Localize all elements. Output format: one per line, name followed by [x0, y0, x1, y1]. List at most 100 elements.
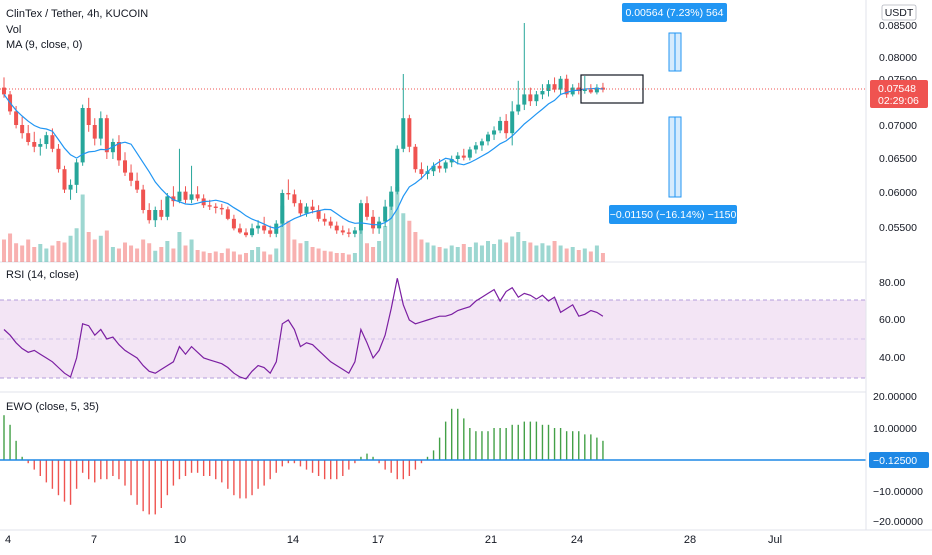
- measure-box[interactable]: [580, 74, 644, 104]
- volume-bar: [322, 250, 327, 262]
- volume-bar: [50, 245, 55, 262]
- volume-bar: [2, 239, 6, 262]
- volume-bar: [582, 248, 587, 262]
- volume-bar: [304, 241, 309, 262]
- candle: [504, 114, 509, 139]
- candle: [292, 189, 297, 207]
- rsi-pane[interactable]: RSI (14, close): [0, 269, 866, 393]
- ewo-current-value: −0.12500: [873, 455, 917, 467]
- volume-bar: [26, 239, 31, 262]
- price-tick-top: 0.08500: [879, 20, 917, 32]
- current-price: 0.07548: [878, 83, 916, 95]
- volume-bar: [401, 213, 406, 262]
- candle: [395, 145, 400, 195]
- time-tick: 4: [5, 534, 11, 546]
- candle: [177, 148, 182, 204]
- measure-up-label-bg: [622, 3, 727, 22]
- candle: [473, 142, 478, 154]
- volume-bar: [14, 243, 19, 262]
- candle: [171, 186, 176, 207]
- volume-bar: [419, 239, 424, 262]
- candle: [123, 152, 127, 176]
- volume-bar: [540, 243, 545, 262]
- volume-bars: [2, 187, 605, 262]
- candle: [153, 206, 158, 227]
- volume-bar: [68, 235, 73, 262]
- candle: [26, 125, 31, 146]
- candle: [116, 135, 121, 166]
- volume-bar: [32, 247, 37, 262]
- candle: [92, 118, 97, 146]
- volume-bar: [141, 239, 146, 262]
- volume-bar: [225, 248, 230, 262]
- candle: [510, 101, 515, 146]
- volume-bar: [129, 245, 134, 262]
- volume-bar: [510, 236, 515, 262]
- vol-legend[interactable]: Vol: [6, 24, 21, 36]
- ewo-histogram: [3, 408, 604, 515]
- rsi-legend[interactable]: RSI (14, close): [6, 269, 79, 281]
- volume-bar: [516, 232, 521, 262]
- candle: [594, 84, 599, 95]
- volume-bar: [371, 247, 376, 262]
- volume-bar: [8, 233, 13, 262]
- volume-bar: [558, 245, 563, 262]
- price-pane[interactable]: 0.00564 (7.23%) 564 −0.01150 (−16.14%) −…: [0, 3, 866, 263]
- time-axis[interactable]: 4 7 10 14 17 21 24 28 Jul: [0, 529, 932, 546]
- volume-bar: [346, 254, 351, 262]
- currency-badge[interactable]: [881, 4, 917, 21]
- candle: [358, 199, 363, 234]
- volume-bar: [576, 250, 581, 262]
- volume-bar: [286, 220, 291, 262]
- candle: [237, 223, 242, 234]
- ma-legend[interactable]: MA (9, close, 0): [6, 39, 82, 51]
- volume-bar: [479, 245, 484, 262]
- candle: [522, 23, 527, 111]
- candle: [189, 165, 194, 204]
- price-tick: 0.08000: [879, 52, 917, 64]
- measure-down-label: −0.01150 (−16.14%) −1150: [610, 209, 737, 221]
- candle: [213, 203, 218, 214]
- symbol-legend[interactable]: ClinTex / Tether, 4h, KUCOIN: [6, 8, 148, 20]
- volume-bar: [280, 205, 285, 262]
- candle: [80, 104, 85, 166]
- candle: [328, 216, 333, 229]
- volume-bar: [177, 232, 182, 262]
- volume-bar: [165, 241, 170, 262]
- volume-bar: [62, 242, 67, 262]
- volume-bar: [358, 228, 363, 262]
- candle: [225, 206, 230, 221]
- candle: [32, 131, 37, 153]
- candle: [195, 186, 200, 202]
- volume-bar: [92, 239, 97, 262]
- volume-bar: [564, 248, 569, 262]
- volume-bar: [201, 251, 206, 262]
- volume-bar: [110, 247, 115, 262]
- ewo-legend[interactable]: EWO (close, 5, 35): [6, 401, 99, 413]
- volume-bar: [570, 247, 575, 262]
- volume-bar: [116, 248, 121, 262]
- candle: [280, 189, 285, 227]
- candle: [479, 138, 484, 151]
- ewo-pane[interactable]: EWO (close, 5, 35): [0, 401, 866, 515]
- candle: [268, 225, 273, 238]
- candle: [419, 162, 424, 180]
- volume-bar: [250, 250, 255, 262]
- current-price-badge: [870, 80, 928, 108]
- volume-bar: [498, 239, 503, 262]
- candle: [104, 114, 109, 159]
- ewo-tick: 20.00000: [873, 391, 917, 403]
- volume-bar: [546, 245, 551, 262]
- candle: [304, 203, 309, 217]
- volume-bar: [256, 247, 261, 262]
- price-range-measure[interactable]: 0.00564 (7.23%) 564 −0.01150 (−16.14%) −…: [580, 3, 737, 224]
- candle: [262, 216, 267, 234]
- volume-bar: [207, 253, 212, 262]
- price-axis[interactable]: USDT 0.08500 0.08000 0.07500 0.07000 0.0…: [865, 0, 929, 530]
- candle: [147, 203, 152, 224]
- candle: [298, 199, 303, 217]
- volume-bar: [189, 239, 194, 262]
- volume-bar: [195, 250, 200, 262]
